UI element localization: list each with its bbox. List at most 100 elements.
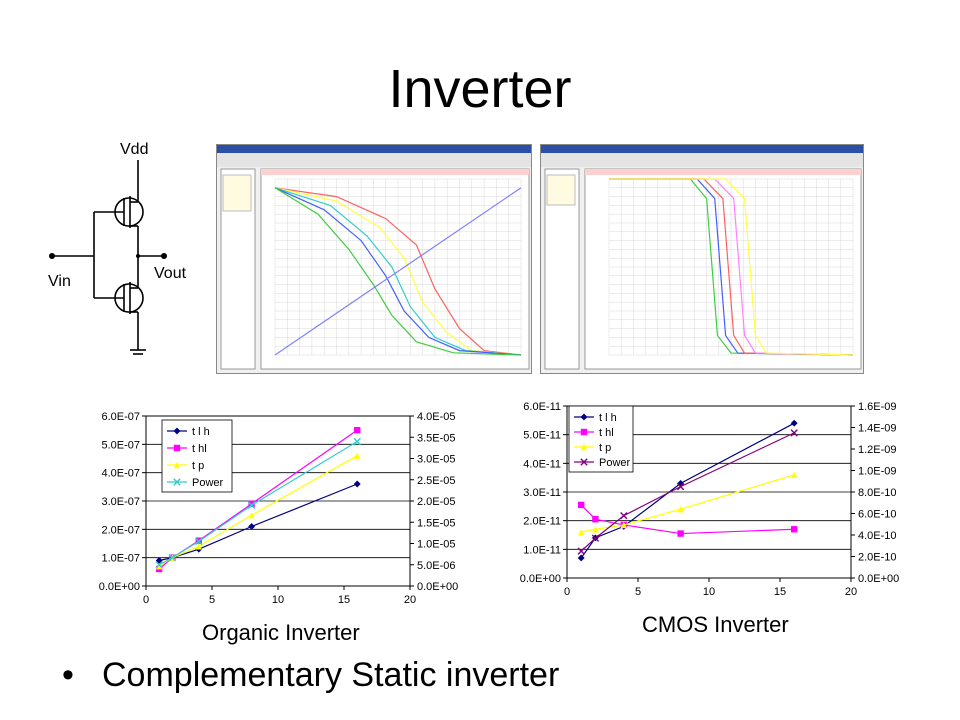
- data-point: [156, 562, 163, 570]
- y2-tick-label: 2.0E-10: [858, 552, 897, 564]
- y-tick-label: 3.0E-07: [101, 496, 140, 508]
- data-point: [677, 506, 684, 513]
- y2-tick-label: 0.0E+00: [858, 573, 899, 585]
- y-tick-label: 0.0E+00: [520, 573, 561, 585]
- x-tick-label: 15: [774, 586, 786, 598]
- vtc-curve: [274, 187, 522, 356]
- legend-label: Power: [192, 477, 224, 489]
- y-tick-label: 0.0E+00: [99, 581, 140, 593]
- vtc-curve: [274, 187, 522, 356]
- data-point: [676, 482, 685, 491]
- y-tick-label: 1.0E-11: [523, 544, 561, 556]
- data-point: [578, 528, 585, 536]
- organic-vtc-screenshot: [216, 144, 532, 374]
- x-tick-label: 20: [404, 594, 416, 606]
- data-point: [577, 554, 585, 562]
- legend-box: [161, 419, 233, 493]
- data-point: [790, 429, 798, 437]
- data-point: [248, 500, 255, 508]
- x-tick-label: 10: [272, 594, 284, 606]
- legend-label: Power: [599, 457, 631, 469]
- data-point: [591, 534, 600, 542]
- data-point: [354, 452, 361, 459]
- legend-label: t l h: [192, 426, 210, 438]
- y2-tick-label: 2.5E-05: [417, 475, 456, 487]
- y-tick-label: 1.0E-07: [101, 553, 140, 565]
- data-point: [195, 543, 202, 550]
- data-point: [677, 530, 684, 537]
- legend-label: t hl: [599, 427, 614, 439]
- y-tick-label: 2.0E-07: [101, 524, 140, 536]
- y-tick-label: 4.0E-11: [523, 458, 561, 470]
- cmos-vtc-window: [541, 145, 863, 370]
- y-tick-label: 6.0E-07: [101, 411, 140, 423]
- y2-tick-label: 3.0E-05: [417, 454, 456, 466]
- data-point: [195, 537, 203, 546]
- data-point: [168, 553, 177, 562]
- vtc-curve: [274, 187, 522, 356]
- data-point: [592, 526, 599, 533]
- y2-tick-label: 2.0E-05: [417, 496, 456, 508]
- data-point: [354, 426, 361, 434]
- x-tick-label: 10: [703, 586, 715, 598]
- y-tick-label: 6.0E-11: [523, 401, 561, 413]
- vin-label: Vin: [48, 273, 71, 290]
- y2-tick-label: 4.0E-05: [417, 411, 456, 423]
- cmos-inverter-chart: 0.0E+00 1.0E-11 2.0E-11 3.0E-11 4.0E-11 5.0E-…: [520, 401, 900, 598]
- vout-label: Vout: [154, 265, 187, 282]
- data-point: [353, 480, 361, 488]
- legend-label: t l h: [599, 412, 617, 424]
- y2-tick-label: 1.2E-09: [858, 444, 897, 456]
- y2-tick-label: 6.0E-10: [858, 509, 897, 521]
- caption-cmos: CMOS Inverter: [642, 612, 789, 637]
- y-tick-label: 5.0E-11: [523, 430, 561, 442]
- data-point: [577, 547, 585, 555]
- vdd-label: Vdd: [120, 141, 148, 158]
- organic-vtc-window: [217, 145, 531, 370]
- legend-marker: [580, 428, 588, 436]
- data-point: [353, 437, 361, 446]
- caption-organic: Organic Inverter: [202, 620, 360, 645]
- data-point: [620, 511, 628, 520]
- x-tick-label: 5: [209, 594, 215, 606]
- x-tick-label: 0: [143, 594, 149, 606]
- y-tick-label: 3.0E-11: [523, 487, 561, 499]
- x-tick-label: 5: [635, 586, 641, 598]
- bullet-item: • Complementary Static inverter: [62, 656, 559, 695]
- y2-tick-label: 8.0E-10: [858, 487, 897, 499]
- legend-marker: [580, 443, 588, 451]
- x-tick-label: 0: [564, 586, 570, 598]
- y2-tick-label: 1.4E-09: [858, 423, 897, 435]
- y2-tick-label: 1.6E-09: [858, 401, 897, 413]
- y2-tick-label: 1.0E-05: [417, 539, 456, 551]
- y-tick-label: 5.0E-07: [101, 439, 140, 451]
- y-tick-label: 2.0E-11: [523, 516, 561, 528]
- legend-marker: [580, 458, 588, 466]
- vtc-curve: [274, 187, 522, 356]
- legend-marker: [580, 413, 588, 421]
- y2-tick-label: 4.0E-10: [858, 530, 897, 542]
- y2-tick-label: 1.5E-05: [417, 517, 456, 529]
- y-tick-label: 4.0E-07: [101, 468, 140, 480]
- slide-title: Inverter: [388, 59, 572, 119]
- data-point: [247, 501, 256, 509]
- legend-marker: [173, 444, 181, 452]
- data-point: [791, 471, 798, 478]
- legend-label: t p: [599, 442, 611, 454]
- x-tick-label: 15: [338, 594, 350, 606]
- legend-marker: [173, 461, 181, 469]
- data-point: [578, 501, 585, 509]
- legend-label: t p: [192, 460, 204, 472]
- data-point: [620, 521, 627, 529]
- data-point: [248, 511, 255, 519]
- vtc-curve: [274, 187, 522, 356]
- legend-marker: [173, 478, 181, 486]
- y2-tick-label: 3.5E-05: [417, 432, 456, 444]
- inverter-schematic: Vdd Vin Vout: [48, 141, 187, 355]
- x-tick-label: 20: [845, 586, 857, 598]
- y2-tick-label: 1.0E-09: [858, 466, 897, 478]
- bullet-text: Complementary Static inverter: [102, 656, 560, 694]
- data-point: [155, 561, 163, 569]
- vtc-curve: [609, 178, 854, 356]
- cmos-vtc-screenshot: [540, 144, 864, 374]
